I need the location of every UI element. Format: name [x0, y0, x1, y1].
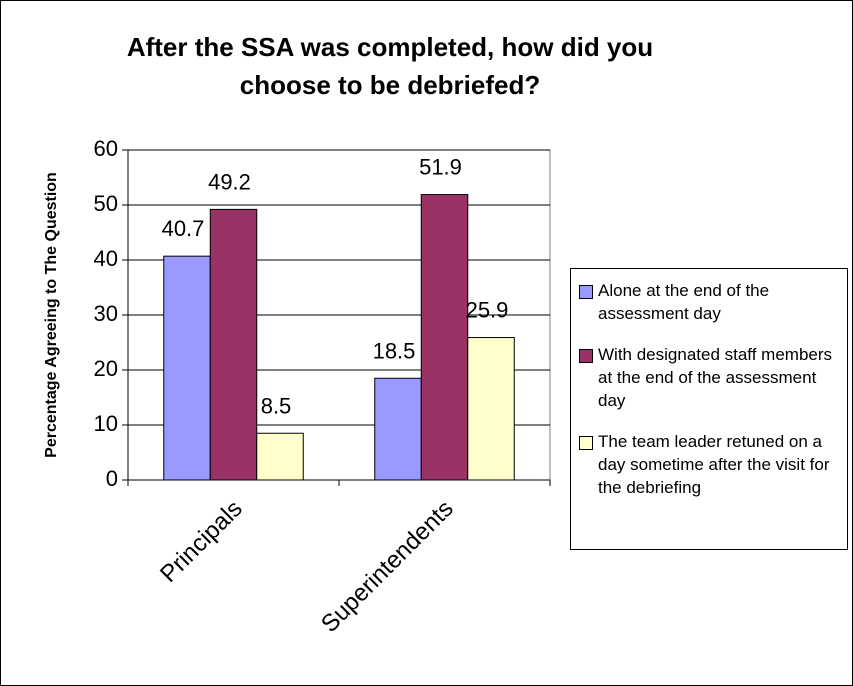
bar [256, 432, 304, 481]
legend-label: The team leader retuned on a day sometim… [598, 432, 830, 497]
legend-swatch [579, 436, 593, 450]
bar [209, 208, 258, 481]
y-tick-label: 0 [106, 466, 118, 491]
legend: Alone at the end of the assessment day Wi… [570, 268, 848, 550]
y-tick-label: 20 [94, 356, 118, 381]
y-tick-label: 60 [94, 136, 118, 161]
value-label: 8.5 [261, 393, 292, 418]
legend-swatch [579, 285, 593, 299]
bar [467, 337, 515, 481]
chart-title: After the SSA was completed, how did you… [126, 32, 654, 100]
y-axis-label: Percentage Agreeing to The Question [43, 172, 60, 458]
y-tick-label: 40 [94, 246, 118, 271]
x-tick-label: Superintendents [316, 495, 459, 638]
value-label: 49.2 [208, 169, 251, 194]
bar [374, 377, 422, 481]
legend-item: The team leader retuned on a day sometim… [579, 430, 843, 499]
value-label: 25.9 [466, 298, 509, 323]
value-label: 40.7 [162, 216, 205, 241]
legend-label: With designated staff members at the end… [598, 345, 833, 410]
legend-label: Alone at the end of the assessment day [598, 281, 770, 323]
bar [420, 194, 469, 481]
y-tick-label: 30 [94, 301, 118, 326]
legend-item: Alone at the end of the assessment day [579, 279, 843, 325]
value-label: 18.5 [373, 338, 416, 363]
legend-swatch [579, 349, 593, 363]
legend-item: With designated staff members at the end… [579, 343, 843, 412]
y-tick-label: 50 [94, 191, 118, 216]
value-label: 51.9 [419, 155, 462, 180]
bar [163, 255, 211, 481]
x-tick-label: Principals [155, 495, 248, 588]
y-tick-label: 10 [94, 411, 118, 436]
